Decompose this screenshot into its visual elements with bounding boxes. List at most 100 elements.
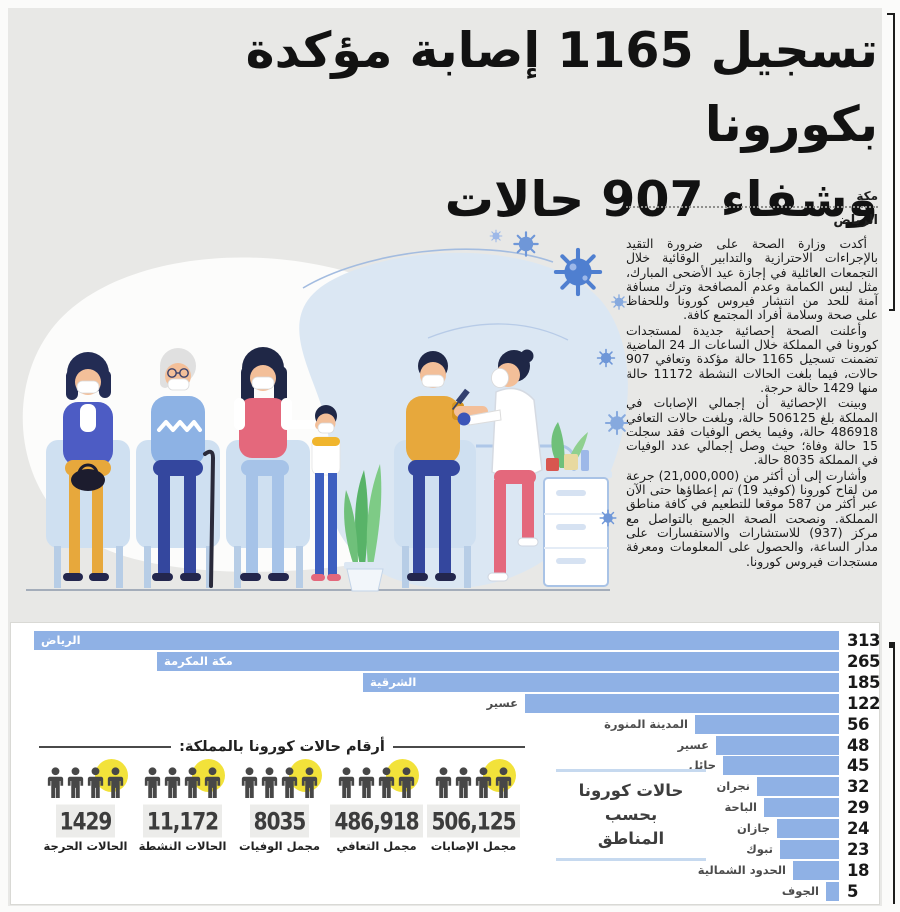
region-bar bbox=[777, 819, 839, 839]
article-paragraph: أكدت وزارة الصحة على ضرورة التقيد بالإجر… bbox=[626, 236, 878, 323]
region-value: 185 bbox=[847, 672, 880, 692]
stat-group: 1429 الحالات الحرجة bbox=[37, 759, 134, 853]
stat-group: 486,918 مجمل التعافي bbox=[328, 759, 425, 853]
region-label: الباحة bbox=[724, 800, 757, 815]
region-bar bbox=[695, 714, 839, 734]
heading-line bbox=[392, 746, 525, 748]
region-bar bbox=[723, 756, 839, 776]
region-label: مكة المكرمة bbox=[164, 653, 233, 668]
region-bar bbox=[793, 860, 839, 880]
bar-row: جازان 24 bbox=[11, 819, 879, 839]
chart-title-line: حالات كورونا bbox=[578, 781, 684, 800]
region-value: 48 bbox=[847, 735, 869, 755]
person-icon bbox=[301, 767, 318, 799]
stat-value: 506,125 bbox=[427, 804, 520, 838]
article-paragraph: وأعلنت الصحة إحصائية جديدة لمستجدات كورو… bbox=[626, 322, 878, 395]
headline-line-1: تسجيل 1165 إصابة مؤكدة بكورونا bbox=[245, 22, 879, 154]
region-label: الشرقية bbox=[370, 674, 417, 689]
region-label: عسير bbox=[486, 695, 518, 710]
region-value: 313 bbox=[847, 631, 880, 650]
bar-row: الجوف 5 bbox=[11, 881, 879, 901]
stat-value: 11,172 bbox=[142, 804, 223, 838]
person-icon bbox=[455, 767, 472, 799]
stat-label: مجمل الوفيات bbox=[239, 839, 320, 853]
region-label: جازان bbox=[737, 821, 770, 836]
people-group-icon bbox=[37, 759, 134, 806]
column-rule-bottom bbox=[889, 642, 895, 904]
column-rule-top bbox=[887, 13, 895, 311]
chart-title-text: حالات كورونا بحسب المناطق bbox=[556, 772, 706, 858]
stat-value: 8035 bbox=[249, 804, 310, 838]
medicine-cabinet bbox=[540, 422, 612, 587]
stats-heading-text: أرقام حالات كورونا بالمملكة: bbox=[179, 739, 385, 755]
region-bar bbox=[716, 735, 839, 755]
stat-value: 486,918 bbox=[330, 804, 423, 838]
region-label: عسير bbox=[677, 737, 709, 752]
elderly-man bbox=[151, 348, 216, 588]
region-value: 18 bbox=[847, 860, 869, 880]
virus-icons bbox=[489, 229, 630, 527]
byline-city: الرياض bbox=[833, 213, 878, 228]
title-rule-bottom bbox=[556, 857, 706, 861]
illustration-svg bbox=[22, 229, 630, 592]
region-bar bbox=[757, 777, 839, 797]
region-value: 24 bbox=[847, 819, 869, 839]
person-icon bbox=[184, 767, 201, 799]
bar-row: المدينة المنورة 56 bbox=[11, 714, 879, 734]
bar-row: نجران 32 bbox=[11, 777, 879, 797]
region-bar: الشرقية bbox=[363, 672, 839, 692]
article-body: أكدت وزارة الصحة على ضرورة التقيد بالإجر… bbox=[626, 236, 878, 570]
stats-row: 1429 الحالات الحرجة 11,172 الحالات النشطة 80… bbox=[37, 759, 523, 853]
region-label: حائل bbox=[688, 758, 716, 773]
person-icon bbox=[475, 767, 492, 799]
person-icon bbox=[164, 767, 181, 799]
potted-plant bbox=[344, 464, 386, 592]
person-icon bbox=[261, 767, 278, 799]
infographic-panel: الرياض 313 مكة المكرمة 265 الشرقية 185 عسير 122… bbox=[10, 622, 880, 905]
bar-row: عسير 122 bbox=[11, 693, 880, 713]
bar-row: عسير 48 bbox=[11, 735, 879, 755]
chart-title-line: المناطق bbox=[597, 828, 665, 848]
masthead: مكة الرياض bbox=[626, 189, 878, 228]
stat-group: 8035 مجمل الوفيات bbox=[231, 759, 328, 853]
region-label: الجوف bbox=[781, 883, 819, 898]
stat-label: الحالات الحرجة bbox=[43, 839, 128, 853]
region-bar bbox=[525, 693, 839, 713]
region-value: 5 bbox=[847, 881, 858, 901]
region-label: نجران bbox=[716, 779, 750, 794]
person-icon bbox=[398, 767, 415, 799]
person-icon bbox=[495, 767, 512, 799]
chart-title-block: حالات كورونا بحسب المناطق bbox=[556, 769, 706, 861]
paper-name: مكة bbox=[856, 189, 878, 203]
bar-row: مكة المكرمة 265 bbox=[11, 651, 880, 671]
region-value: 29 bbox=[847, 798, 869, 818]
region-value: 45 bbox=[847, 756, 869, 776]
region-bar bbox=[826, 881, 839, 901]
headline: تسجيل 1165 إصابة مؤكدة بكورونا وشفاء 907… bbox=[138, 14, 879, 237]
person-icon bbox=[67, 767, 84, 799]
dotted-divider bbox=[626, 206, 878, 208]
person-icon bbox=[378, 767, 395, 799]
bar-row: الرياض 313 bbox=[11, 631, 880, 650]
mother bbox=[234, 347, 325, 581]
article-paragraph: وأشارت إلى أن أكثر من (21,000,000) جرعة … bbox=[626, 467, 878, 569]
region-value: 122 bbox=[847, 693, 880, 713]
title-rule-top bbox=[556, 769, 706, 772]
person-icon bbox=[358, 767, 375, 799]
stat-value: 1429 bbox=[55, 804, 116, 838]
person-icon bbox=[204, 767, 221, 799]
chart-title-line: بحسب bbox=[604, 804, 658, 824]
region-value: 56 bbox=[847, 714, 869, 734]
region-label: الحدود الشمالية bbox=[697, 862, 786, 877]
people-group-icon bbox=[134, 759, 231, 806]
nurse bbox=[451, 349, 543, 582]
squiggle-line bbox=[302, 248, 554, 289]
people-group-icon bbox=[328, 759, 425, 806]
stat-group: 506,125 مجمل الإصابات bbox=[425, 759, 522, 853]
person-icon bbox=[144, 767, 161, 799]
region-bar bbox=[764, 798, 839, 818]
bar-row: الحدود الشمالية 18 bbox=[11, 860, 879, 880]
person-icon bbox=[435, 767, 452, 799]
vaccination-waiting-room-illustration bbox=[8, 218, 630, 620]
